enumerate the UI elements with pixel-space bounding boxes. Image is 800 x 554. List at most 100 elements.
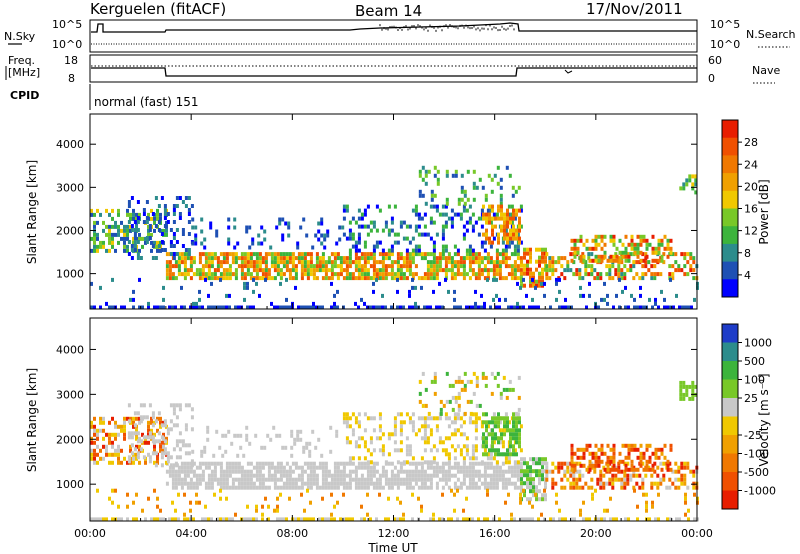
vel-cell: [535, 457, 538, 462]
vel-cell: [169, 455, 173, 460]
power-cell: [348, 232, 352, 237]
power-cell: [183, 260, 187, 265]
power-cell: [541, 259, 544, 264]
vel-cell: [203, 449, 207, 454]
vel-cell: [492, 456, 496, 461]
power-cell: [315, 256, 319, 261]
vel-cell: [132, 420, 135, 425]
power-cell: [480, 293, 483, 298]
vel-cell: [566, 461, 570, 466]
vel-cell: [342, 473, 346, 478]
vel-cell: [294, 465, 298, 470]
vel-cell: [160, 423, 164, 428]
vel-cell: [133, 431, 137, 436]
power-cell: [387, 264, 391, 269]
power-cell: [519, 268, 523, 273]
vel-cell: [602, 485, 606, 490]
power-cell: [126, 212, 129, 217]
vel-cell: [195, 473, 199, 478]
power-cell: [378, 260, 382, 265]
vel-cell: [306, 517, 309, 522]
power-cell: [529, 255, 532, 260]
vel-cell: [483, 477, 487, 482]
power-cell: [544, 247, 547, 252]
vel-cell: [489, 452, 493, 457]
vel-cell: [290, 445, 294, 450]
vel-cell: [450, 473, 454, 478]
vel-cell: [411, 492, 414, 497]
vel-cell: [336, 500, 339, 505]
vel-cell: [423, 473, 427, 478]
vel-cell: [296, 433, 300, 438]
vel-cell: [273, 485, 277, 490]
power-cell: [303, 260, 307, 265]
power-cell: [278, 217, 282, 222]
vel-cell: [212, 453, 216, 458]
vel-cell: [471, 448, 475, 453]
power-cell: [584, 268, 588, 273]
vel-cell: [498, 477, 502, 482]
vel-cell: [489, 473, 493, 478]
vel-cell: [117, 448, 120, 453]
vel-cell: [366, 481, 370, 486]
power-cell: [148, 224, 152, 228]
power-cell: [133, 228, 137, 232]
vel-cell: [651, 500, 654, 505]
power-cell: [491, 228, 494, 233]
vel-cell: [463, 387, 467, 392]
power-cell: [624, 258, 628, 263]
vel-cell: [360, 465, 364, 470]
vel-cell: [327, 469, 331, 474]
vel-cell: [267, 485, 271, 490]
vel-cell: [136, 451, 140, 456]
vel-cell: [159, 444, 162, 449]
vel-cell: [206, 437, 210, 442]
vel-cell: [345, 485, 349, 490]
vel-cell: [99, 448, 102, 453]
power-cell: [209, 221, 213, 226]
power-cell: [477, 252, 481, 257]
vel-cell: [522, 517, 525, 522]
vel-cell: [162, 420, 165, 425]
vel-cell: [342, 485, 346, 490]
power-cell: [303, 305, 306, 310]
vel-cell: [483, 461, 487, 466]
vel-cell: [342, 481, 346, 486]
vel-cell: [126, 517, 129, 522]
vel-cell: [114, 452, 117, 457]
power-cell: [678, 305, 681, 310]
vel-cell: [399, 424, 403, 429]
power-cell: [523, 283, 526, 288]
vel-cell: [620, 485, 624, 490]
vel-cell: [612, 467, 616, 472]
vel-cell: [439, 399, 443, 404]
power-cell: [435, 260, 439, 265]
vel-cell: [290, 429, 294, 434]
power-cell: [417, 244, 421, 249]
power-cell: [535, 259, 538, 264]
vel-cell: [354, 469, 358, 474]
vel-cell: [297, 517, 300, 522]
power-cell: [234, 305, 237, 310]
vel-cell: [219, 481, 223, 486]
power-cell: [636, 250, 640, 255]
power-cell: [396, 268, 400, 273]
power-cell: [526, 247, 529, 252]
vel-cell: [463, 411, 467, 416]
vel-cell: [207, 485, 211, 490]
vel-cell: [453, 420, 457, 425]
power-cell: [512, 216, 515, 221]
vel-cell: [426, 416, 430, 421]
vel-cell: [683, 473, 687, 478]
power-cell: [491, 208, 494, 213]
power-cell: [644, 252, 648, 257]
power-cell: [366, 224, 370, 229]
vel-cell: [186, 461, 190, 466]
vel-cell: [517, 375, 521, 380]
power-cell: [499, 185, 503, 190]
vel-cell: [424, 403, 428, 408]
power-cell: [207, 252, 211, 257]
vel-cell: [333, 465, 337, 470]
vel-cell: [372, 469, 376, 474]
vel-cell: [267, 461, 271, 466]
